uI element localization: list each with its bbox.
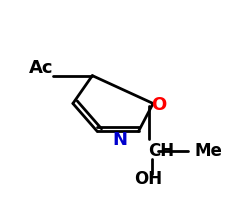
Text: Ac: Ac [29,59,54,77]
Text: N: N [113,131,128,149]
Text: CH: CH [148,142,174,160]
Text: OH: OH [134,170,162,188]
Text: O: O [152,97,167,114]
Text: Me: Me [194,142,222,160]
